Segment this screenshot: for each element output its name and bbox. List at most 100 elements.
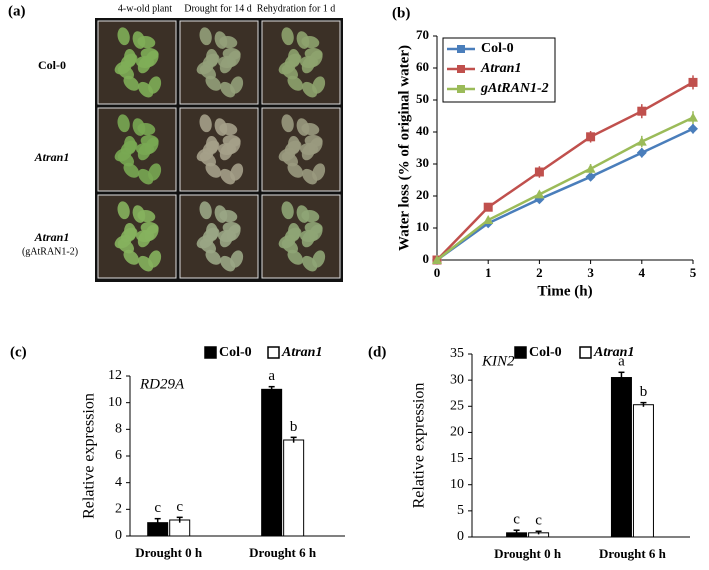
leaf [205,162,222,178]
leaf [288,49,301,67]
legend-label: Atran1 [480,61,521,76]
leaf [288,136,301,154]
x-tick-label: Drought 6 h [599,546,667,561]
marker [636,136,647,146]
y-tick-label: 20 [416,187,429,202]
x-tick-label: 1 [485,265,492,280]
legend-label: Atran1 [593,345,634,360]
leaf [206,136,219,154]
leaf [138,255,154,272]
x-tick-label: Drought 6 h [249,545,317,560]
leaf [287,162,304,178]
marker [688,77,698,87]
significance-letter: c [513,512,520,528]
legend-swatch [514,346,527,359]
leaf [199,114,212,133]
bar [261,388,283,537]
legend-label: gAtRAN1-2 [480,81,549,96]
leaf [138,81,154,98]
y-tick-label: 5 [457,503,464,518]
leaf [226,137,241,155]
leaf [117,201,130,220]
y-tick-label: 2 [115,502,122,517]
leaf [123,75,140,91]
row-note: (gAtRAN1-2) [22,246,78,257]
legend-label: Col-0 [219,345,252,360]
leaf [308,137,323,155]
row-label: Atran1 [34,150,70,164]
y-tick-label: 35 [450,346,464,361]
y-tick-label: 6 [115,448,122,463]
x-tick-label: 3 [587,265,594,280]
leaf [302,255,318,272]
leaf [199,201,212,220]
leaf [281,27,294,46]
leaf [288,223,301,241]
marker [585,163,596,173]
leaf [206,49,219,67]
marker [534,167,544,177]
y-tick-label: 60 [416,59,429,74]
panel-label: (c) [10,344,27,360]
leaf [124,136,137,154]
column-label: 4-w-old plant [118,3,172,14]
legend-label: Col-0 [529,345,562,360]
leaf [205,249,222,265]
leaf [301,122,320,136]
significance-letter: c [535,513,542,529]
legend-marker [457,85,465,93]
y-axis-label: Relative expression [81,393,98,519]
y-tick-label: 4 [115,475,122,490]
leaf [138,168,154,185]
y-tick-label: 70 [416,27,429,42]
legend-swatch [267,346,280,359]
leaf [226,224,241,242]
column-label: Drought for 14 d [184,3,252,14]
panel-label: (b) [392,5,410,21]
y-tick-label: 30 [450,372,464,387]
gene-label: KIN2 [481,353,515,369]
leaf [302,168,318,185]
leaf [220,255,236,272]
significance-letter: a [618,354,625,370]
y-tick-label: 25 [450,399,464,414]
marker [585,171,596,182]
leaf [137,122,156,136]
leaf [117,27,130,46]
y-axis-label: Water loss (% of original water) [396,45,412,251]
significance-letter: b [640,384,648,400]
x-axis-label: Time (h) [537,283,592,299]
x-tick-label: 0 [434,265,441,280]
panel-label: (d) [368,344,386,360]
y-tick-label: 50 [416,91,429,106]
leaf [302,81,318,98]
y-tick-label: 40 [416,123,429,138]
leaf [220,81,236,98]
leaf [287,249,304,265]
line [436,81,694,261]
bar [610,377,632,538]
significance-letter: a [268,368,275,384]
leaf [117,114,130,133]
column-label: Rehydration for 1 d [257,3,336,14]
leaf [137,209,156,223]
leaf [226,50,241,68]
leaf [219,35,238,49]
leaf [219,122,238,136]
leaf [123,162,140,178]
leaf [199,27,212,46]
leaf [124,49,137,67]
legend-label: Atran1 [281,345,322,360]
leaf [205,75,222,91]
panel-label: (a) [8,3,26,19]
leaf [206,223,219,241]
y-tick-label: 12 [108,368,122,383]
y-tick-label: 0 [457,529,464,544]
marker [586,132,596,142]
y-tick-label: 0 [115,528,122,543]
marker [534,189,545,199]
leaf [308,50,323,68]
legend-swatch [204,346,217,359]
y-tick-label: 15 [450,451,464,466]
line [436,116,694,261]
